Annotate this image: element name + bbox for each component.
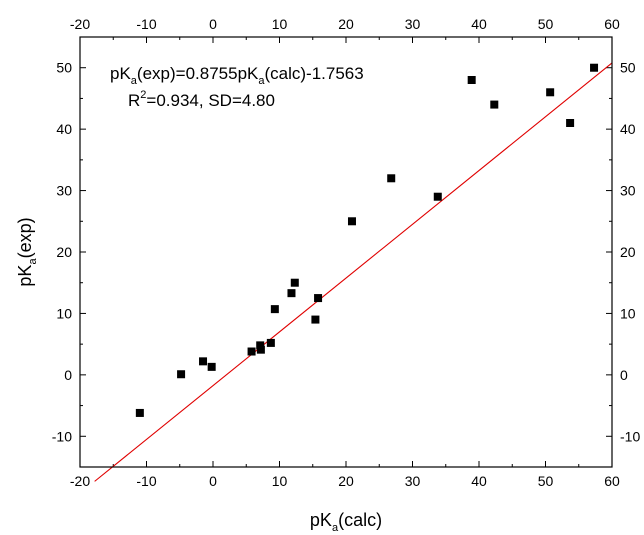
- x-tick-label-bottom: 0: [209, 473, 217, 489]
- x-tick-label-top: 60: [604, 16, 620, 32]
- data-point: [433, 192, 442, 201]
- data-point: [270, 305, 279, 314]
- y-tick-label-left: 50: [56, 60, 72, 76]
- y-tick-label-left: 10: [56, 305, 72, 321]
- y-tick-label-right: 0: [620, 367, 628, 383]
- x-tick-label-top: 30: [405, 16, 421, 32]
- stats-part-1: R: [128, 91, 140, 110]
- x-tick-label-top: 0: [209, 16, 217, 32]
- y-tick-label-left: 20: [56, 244, 72, 260]
- data-point: [566, 119, 575, 127]
- equation-part-2: (exp)=0.8755pK: [137, 64, 259, 83]
- x-tick-label-bottom: 50: [538, 473, 554, 489]
- x-tick-label-top: 50: [538, 16, 554, 32]
- y-tick-label-right: 50: [620, 60, 636, 76]
- equation-subscript-1: a: [131, 75, 138, 87]
- x-tick-label-top: -10: [136, 16, 156, 32]
- fit-line: [94, 62, 613, 482]
- stats-superscript: 2: [140, 89, 146, 101]
- x-tick-label-top: 40: [471, 16, 487, 32]
- y-tick-label-left: 40: [56, 121, 72, 137]
- y-tick-label-right: 20: [620, 244, 636, 260]
- data-point: [490, 100, 499, 109]
- y-tick-label-right: 30: [620, 183, 636, 199]
- data-point: [314, 294, 323, 303]
- data-point: [590, 63, 599, 72]
- data-point: [467, 76, 476, 84]
- y-tick-label-right: 10: [620, 305, 636, 321]
- data-point: [256, 341, 265, 350]
- x-tick-label-bottom: 60: [604, 473, 620, 489]
- data-point: [347, 217, 356, 226]
- y-axis-title-main: pK: [15, 265, 35, 287]
- data-point: [247, 347, 256, 356]
- data-point: [287, 289, 296, 298]
- data-point: [290, 278, 299, 287]
- x-tick-label-bottom: 10: [272, 473, 288, 489]
- y-tick-label-right: 40: [620, 121, 636, 137]
- y-tick-label-left: -10: [52, 428, 72, 444]
- y-axis-title-sub: a: [27, 258, 39, 265]
- x-tick-label-top: 20: [338, 16, 354, 32]
- x-axis-title: pKa(calc): [310, 510, 382, 534]
- fit-line-layer: [94, 62, 613, 482]
- x-tick-label-top: 10: [272, 16, 288, 32]
- y-tick-label-left: 30: [56, 183, 72, 199]
- data-point: [387, 174, 396, 183]
- equation-subscript-2: a: [258, 75, 265, 87]
- x-tick-label-bottom: -20: [70, 473, 90, 489]
- x-tick-label-bottom: 30: [405, 473, 421, 489]
- ticks-layer: -20-20-10-1000101020203030404050506060-1…: [52, 16, 641, 489]
- x-axis-title-rest: (calc): [338, 510, 382, 530]
- equation-part-3: (calc)-1.7563: [265, 64, 364, 83]
- x-axis-title-main: pK: [310, 510, 332, 530]
- plot-frame: [79, 36, 613, 468]
- stats-part-2: =0.934, SD=4.80: [146, 91, 275, 110]
- data-point: [177, 370, 186, 379]
- points-layer: [135, 63, 599, 417]
- data-point: [135, 408, 144, 417]
- data-point: [199, 357, 208, 366]
- y-tick-label-left: 0: [64, 367, 72, 383]
- data-point: [546, 88, 555, 97]
- equation-part-1: pK: [110, 64, 131, 83]
- y-tick-label-right: -10: [620, 428, 640, 444]
- x-tick-label-bottom: 40: [471, 473, 487, 489]
- data-point: [207, 362, 216, 371]
- data-point: [266, 338, 275, 347]
- x-tick-label-bottom: 20: [338, 473, 354, 489]
- data-point: [256, 345, 265, 354]
- x-tick-label-bottom: -10: [136, 473, 156, 489]
- data-point: [311, 315, 320, 324]
- regression-equation: pKa(exp)=0.8755pKa(calc)-1.7563: [110, 64, 364, 87]
- regression-stats: R2=0.934, SD=4.80: [128, 89, 275, 110]
- y-axis-title: pKa(exp): [15, 217, 39, 286]
- x-tick-label-top: -20: [70, 16, 90, 32]
- y-axis-title-rest: (exp): [15, 217, 35, 258]
- x-axis-title-sub: a: [332, 522, 339, 534]
